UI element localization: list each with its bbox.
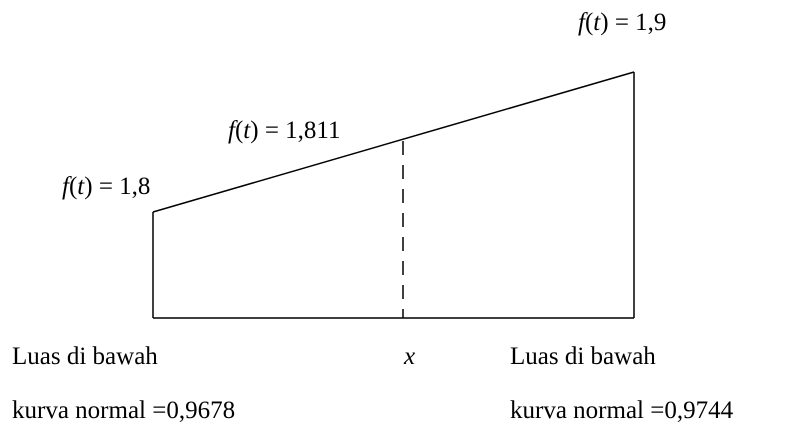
- sloped-top-line: [152, 71, 635, 213]
- function-symbol: f: [228, 117, 235, 144]
- x-label: x: [404, 343, 416, 370]
- label-f-middle: f(t) = 1,811: [228, 117, 341, 144]
- right-area-line2: kurva normal =0,9744: [510, 397, 734, 424]
- value-middle: 1,811: [285, 117, 341, 144]
- label-f-right: f(t) = 1,9: [578, 9, 667, 36]
- equals-sign: =: [92, 173, 120, 200]
- label-f-left: f(t) = 1,8: [62, 173, 151, 200]
- left-area-line1: Luas di bawah: [12, 343, 158, 370]
- equals-sign: =: [608, 9, 636, 36]
- variable-symbol: t: [243, 117, 251, 144]
- function-symbol: f: [62, 173, 69, 200]
- left-area-line2: kurva normal =0,9678: [12, 397, 236, 424]
- function-symbol: f: [578, 9, 585, 36]
- variable-symbol: t: [593, 9, 601, 36]
- value-left: 1,8: [119, 173, 151, 200]
- right-area-line1: Luas di bawah: [510, 343, 656, 370]
- value-right: 1,9: [635, 9, 667, 36]
- equals-sign: =: [258, 117, 286, 144]
- variable-symbol: t: [77, 173, 85, 200]
